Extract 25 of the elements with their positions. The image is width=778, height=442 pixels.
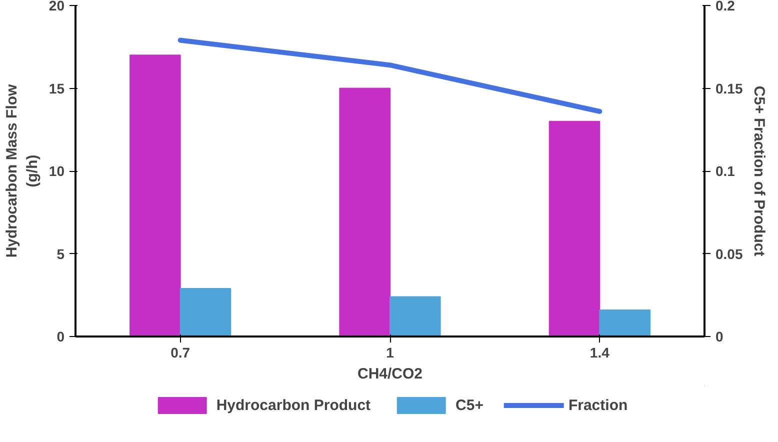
y2-tick-label: 0 <box>716 328 724 344</box>
x-tick-label: 0.7 <box>170 344 190 360</box>
x-tick-label: 1 <box>386 344 394 360</box>
bar <box>180 288 232 336</box>
bar <box>130 54 181 336</box>
legend-label: Hydrocarbon Product <box>216 396 371 414</box>
y-tick-label: 10 <box>48 163 65 179</box>
y2-tick-label: 0.1 <box>716 163 736 179</box>
x-axis-title: CH4/CO2 <box>357 366 423 382</box>
y-axis-title: Hydrocarbon Mass Flow (g/h) <box>4 84 41 258</box>
y-tick-label: 5 <box>56 246 65 262</box>
bar <box>339 88 390 336</box>
bar <box>548 120 600 336</box>
legend-label: Fraction <box>568 396 628 414</box>
y2-tick-label: 0.15 <box>716 80 743 96</box>
legend-label: C5+ <box>456 396 484 414</box>
y-tick-label: 15 <box>48 80 65 96</box>
y-tick-label: 20 <box>48 0 65 14</box>
bar <box>390 296 441 336</box>
y2-tick-label: 0.05 <box>716 246 743 262</box>
x-tick-label: 1.4 <box>590 344 610 360</box>
y2-tick-label: 0.2 <box>716 0 736 14</box>
y-tick-label: 0 <box>56 328 65 344</box>
y2-axis-title: C5+ Fraction of Product <box>750 86 768 256</box>
bar <box>599 310 650 336</box>
